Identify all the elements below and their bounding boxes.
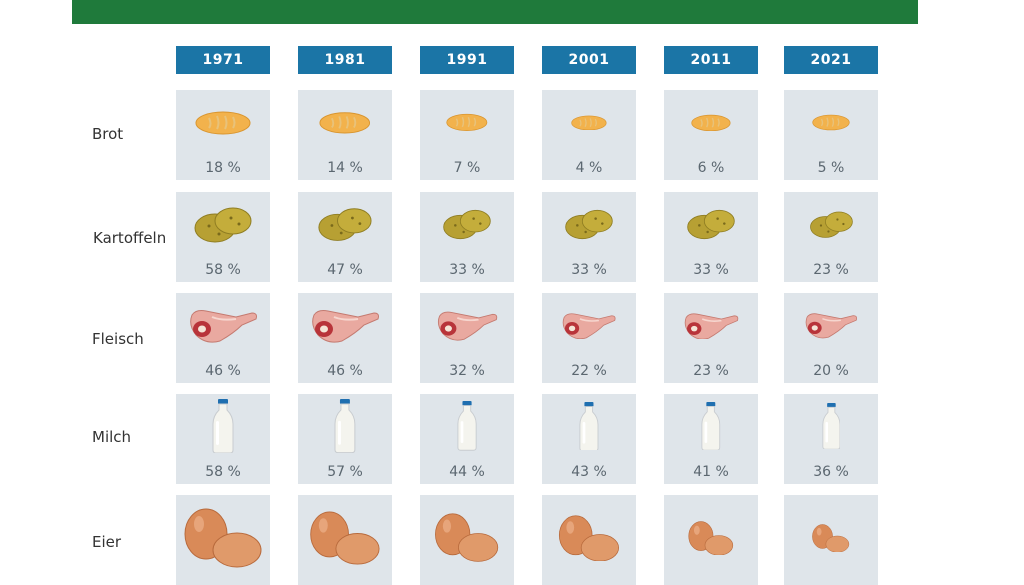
value-label: 46 % — [327, 363, 363, 379]
year-header-1971: 1971 — [176, 46, 270, 74]
cell-brot-1971: 18 % — [176, 90, 270, 180]
potatoes-icon — [784, 192, 878, 256]
cell-kartoffeln-1981: 47 % — [298, 192, 392, 282]
milk-bottle-icon — [176, 394, 270, 458]
cell-milch-2011: 41 % — [664, 394, 758, 484]
bread-icon — [784, 90, 878, 154]
cell-brot-1981: 14 % — [298, 90, 392, 180]
milk-bottle-icon — [420, 394, 514, 458]
meat-icon — [784, 293, 878, 357]
eggs-icon — [176, 495, 270, 581]
row-label-brot: Brot — [92, 125, 124, 143]
value-label: 58 % — [205, 262, 241, 278]
meat-icon — [298, 293, 392, 357]
eggs-icon — [664, 495, 758, 581]
bread-icon — [420, 90, 514, 154]
cell-kartoffeln-2001: 33 % — [542, 192, 636, 282]
cell-milch-1971: 58 % — [176, 394, 270, 484]
cell-fleisch-2021: 20 % — [784, 293, 878, 383]
value-label: 33 % — [449, 262, 485, 278]
cell-fleisch-2011: 23 % — [664, 293, 758, 383]
milk-bottle-icon — [784, 394, 878, 458]
value-label: 32 % — [449, 363, 485, 379]
milk-bottle-icon — [664, 394, 758, 458]
cell-fleisch-1981: 46 % — [298, 293, 392, 383]
value-label: 58 % — [205, 464, 241, 480]
cell-fleisch-1991: 32 % — [420, 293, 514, 383]
cell-milch-2001: 43 % — [542, 394, 636, 484]
value-label: 57 % — [327, 464, 363, 480]
value-label: 20 % — [813, 363, 849, 379]
value-label: 6 % — [697, 160, 725, 176]
value-label: 7 % — [453, 160, 481, 176]
value-label: 23 % — [693, 363, 729, 379]
potatoes-icon — [542, 192, 636, 256]
value-label: 41 % — [693, 464, 729, 480]
value-label: 14 % — [327, 160, 363, 176]
year-header-2011: 2011 — [664, 46, 758, 74]
value-label: 46 % — [205, 363, 241, 379]
cell-eier-1971 — [176, 495, 270, 585]
cell-kartoffeln-1971: 58 % — [176, 192, 270, 282]
cell-milch-1991: 44 % — [420, 394, 514, 484]
value-label: 5 % — [817, 160, 845, 176]
cell-milch-1981: 57 % — [298, 394, 392, 484]
value-label: 23 % — [813, 262, 849, 278]
potatoes-icon — [420, 192, 514, 256]
eggs-icon — [784, 495, 878, 581]
milk-bottle-icon — [298, 394, 392, 458]
potatoes-icon — [176, 192, 270, 256]
row-label-kartoffeln: Kartoffeln — [93, 229, 167, 247]
year-header-2021: 2021 — [784, 46, 878, 74]
value-label: 4 % — [575, 160, 603, 176]
potatoes-icon — [664, 192, 758, 256]
milk-bottle-icon — [542, 394, 636, 458]
meat-icon — [420, 293, 514, 357]
cell-brot-2021: 5 % — [784, 90, 878, 180]
value-label: 18 % — [205, 160, 241, 176]
cell-kartoffeln-1991: 33 % — [420, 192, 514, 282]
row-label-fleisch: Fleisch — [92, 330, 144, 348]
value-label: 44 % — [449, 464, 485, 480]
cell-kartoffeln-2011: 33 % — [664, 192, 758, 282]
cell-brot-2001: 4 % — [542, 90, 636, 180]
meat-icon — [176, 293, 270, 357]
cell-fleisch-1971: 46 % — [176, 293, 270, 383]
year-header-2001: 2001 — [542, 46, 636, 74]
bread-icon — [542, 90, 636, 154]
value-label: 47 % — [327, 262, 363, 278]
value-label: 43 % — [571, 464, 607, 480]
cell-fleisch-2001: 22 % — [542, 293, 636, 383]
value-label: 33 % — [693, 262, 729, 278]
bread-icon — [176, 90, 270, 154]
year-header-1991: 1991 — [420, 46, 514, 74]
row-label-eier: Eier — [92, 533, 122, 551]
cell-brot-1991: 7 % — [420, 90, 514, 180]
eggs-icon — [542, 495, 636, 581]
row-label-milch: Milch — [92, 428, 132, 446]
bread-icon — [298, 90, 392, 154]
bread-icon — [664, 90, 758, 154]
eggs-icon — [298, 495, 392, 581]
cell-eier-1981 — [298, 495, 392, 585]
cell-eier-2021 — [784, 495, 878, 585]
cell-eier-2011 — [664, 495, 758, 585]
value-label: 36 % — [813, 464, 849, 480]
cell-eier-1991 — [420, 495, 514, 585]
meat-icon — [664, 293, 758, 357]
cell-kartoffeln-2021: 23 % — [784, 192, 878, 282]
eggs-icon — [420, 495, 514, 581]
cell-brot-2011: 6 % — [664, 90, 758, 180]
top-banner — [72, 0, 918, 24]
meat-icon — [542, 293, 636, 357]
value-label: 33 % — [571, 262, 607, 278]
potatoes-icon — [298, 192, 392, 256]
year-header-1981: 1981 — [298, 46, 392, 74]
cell-eier-2001 — [542, 495, 636, 585]
cell-milch-2021: 36 % — [784, 394, 878, 484]
value-label: 22 % — [571, 363, 607, 379]
